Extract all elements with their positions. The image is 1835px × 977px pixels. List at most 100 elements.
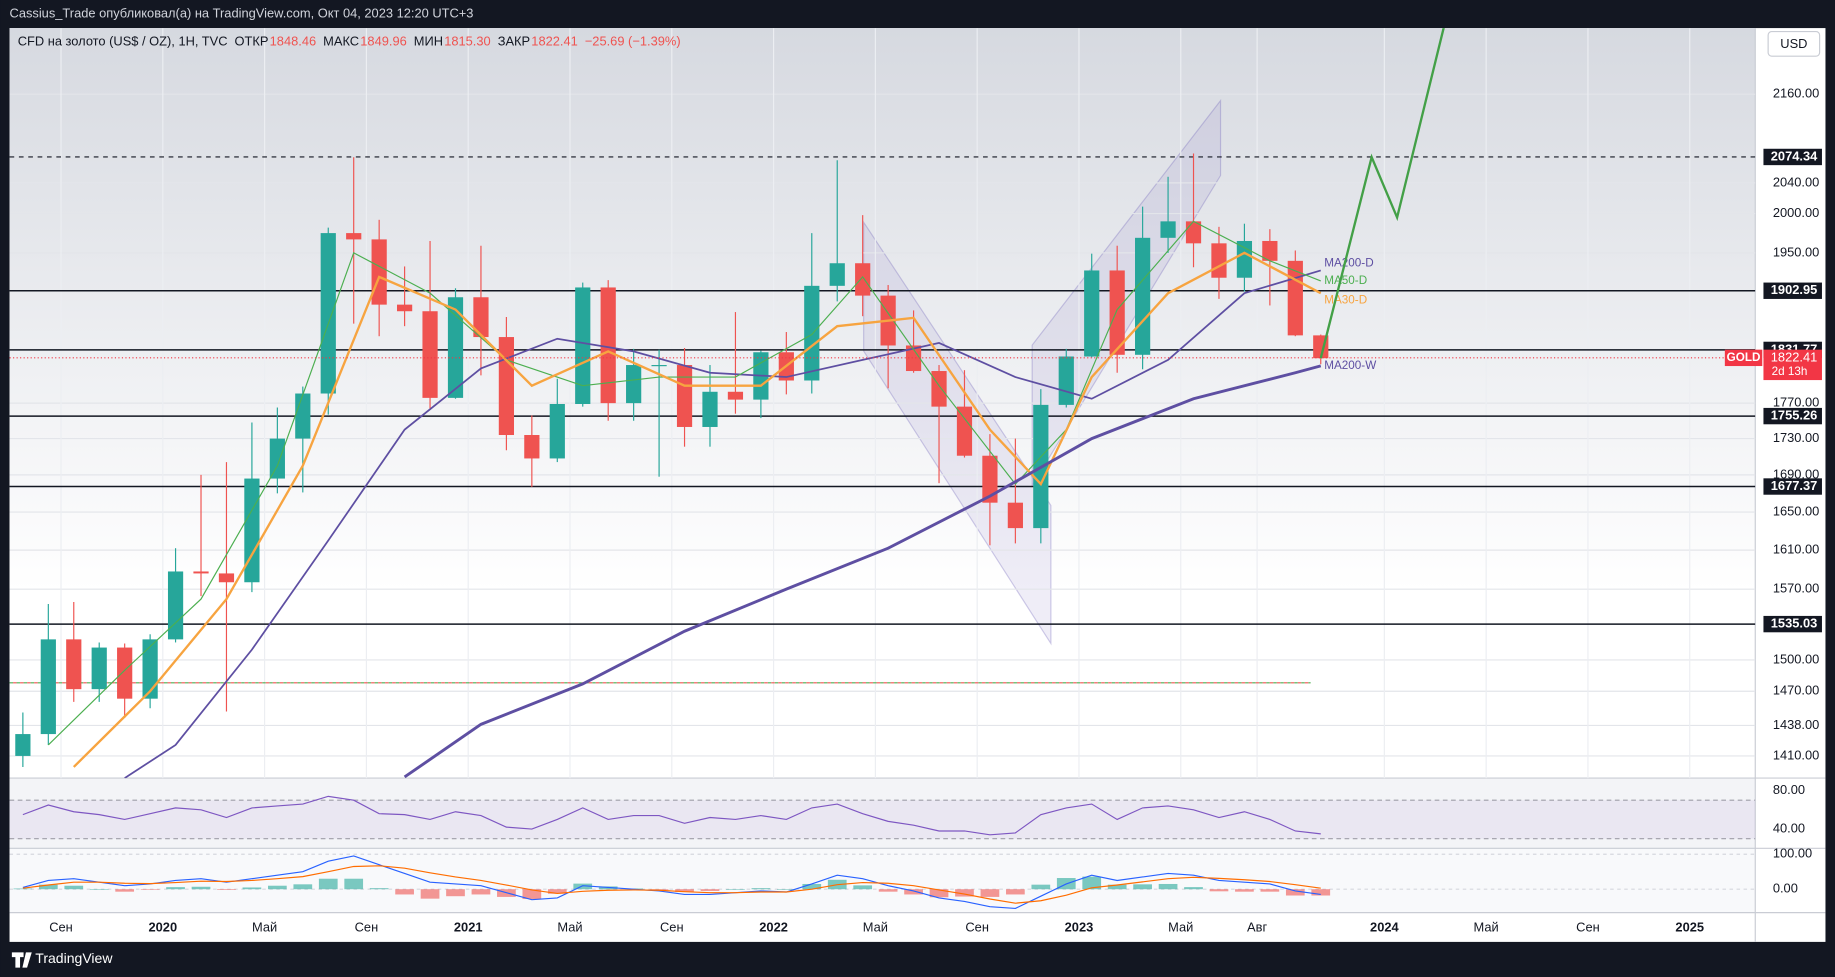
macd-histogram-bar [369,888,389,890]
macd-histogram-bar [140,889,160,890]
candle-body [1109,270,1125,355]
macd-histogram-bar [420,889,440,899]
header-text: МАКС [323,34,359,49]
candle-body [40,639,56,735]
candle-body [956,406,973,456]
series-label: MA200-W [1324,359,1376,372]
macd-histogram-bar [751,888,771,890]
header-text: 1822.41 [531,34,577,49]
x-tick-label: 2025 [1675,919,1704,934]
x-tick-label: Сен [355,919,379,934]
series-label: MA50-D [1324,274,1367,287]
macd-histogram-bar [878,889,898,892]
macd-histogram-bar [1235,889,1254,892]
level-label: 1677.37 [1771,478,1817,493]
x-tick-label: 2021 [454,919,483,934]
level-label-box [1763,282,1822,299]
x-tick-label: 2020 [149,919,178,934]
candle-body [1058,356,1074,405]
candle-body [1211,243,1227,278]
candle-body [829,263,845,286]
macd-histogram-bar [802,883,822,890]
macd-histogram-bar [395,889,414,895]
candle-body [91,647,107,690]
x-tick-label: Авг [1247,919,1267,934]
candle-body [142,639,158,699]
candle-body [1262,240,1278,261]
header-text: ОТКР [235,34,269,49]
signal-line [22,865,1321,904]
macd-histogram-bar [1311,889,1331,896]
macd-histogram-bar [547,889,567,894]
level-label: 1535.03 [1771,616,1817,631]
y-tick-label: 2000.00 [1773,205,1819,220]
macd-histogram-bar [1031,884,1051,890]
macd-histogram-bar [1082,876,1102,890]
x-tick-label: Май [557,919,582,934]
macd-histogram-bar [446,889,465,897]
macd-tick-label: 0.00 [1773,881,1798,896]
moving-average [72,251,1322,768]
candle-body [320,233,336,394]
currency-label: USD [1780,36,1807,51]
candle-body [396,304,413,312]
rsi-tick-label: 80.00 [1773,782,1805,797]
x-tick-label: Сен [965,919,989,934]
last-price-box [1763,349,1822,381]
pane-group: 2160.00 2040.00 2000.00 1950.00 1770.00 1730.… [18,31,1822,934]
candle-body [905,345,922,372]
macd-histogram-bar [853,885,873,890]
header-text: 1849.96 [360,34,406,49]
x-tick-label: 2024 [1370,919,1399,934]
candle-body [15,734,31,756]
macd-histogram-bar [166,887,185,890]
macd-histogram-bar [1209,889,1229,892]
level-label-box [1763,148,1822,166]
y-tick-label: 1650.00 [1773,503,1819,518]
pane-group [9,795,1756,840]
level-label: 1902.95 [1771,282,1817,297]
footer-text: TradingView [35,950,113,966]
header-text: 1815.30 [444,34,490,49]
level-label-box [1763,615,1822,633]
macd-histogram-bar [726,889,745,890]
macd-histogram-bar [1184,887,1203,890]
y-tick-label: 1770.00 [1773,395,1819,410]
rsi-line [22,795,1321,836]
y-tick-label: 1610.00 [1773,542,1819,557]
candle-body [1160,221,1176,238]
candle-body [982,455,998,503]
macd-histogram-bar [1158,883,1178,890]
candle-body [422,311,438,398]
candle-body [600,287,616,404]
symbol-box [1724,349,1763,367]
moving-average [47,220,1321,746]
candle-body [117,647,133,699]
x-tick-label: Сен [1576,919,1600,934]
candle-body [1084,270,1100,357]
x-tick-label: 2022 [759,919,788,934]
candle-body [575,287,591,405]
y-tick-label: 2040.00 [1773,174,1819,189]
x-tick-label: 2023 [1065,919,1094,934]
candle-body [549,404,565,459]
series-label: MA30-D [1324,293,1367,306]
candle-body [371,239,387,305]
candle-body [218,573,235,583]
candle-body [473,297,489,338]
y-tick-label: 1570.00 [1773,581,1819,596]
candle-body [1236,240,1253,278]
moving-average [124,269,1322,779]
macd-histogram-bar [217,889,236,890]
candle-body [626,365,642,404]
level-label: 1755.26 [1771,408,1817,423]
moving-average [403,364,1322,779]
countdown-label: 2d 13h [1772,365,1808,378]
macd-histogram-bar [955,889,974,897]
macd-histogram-bar [471,889,491,895]
candle-body [447,297,464,398]
y-tick-label: 1410.00 [1773,747,1819,762]
candle-body [498,337,515,436]
